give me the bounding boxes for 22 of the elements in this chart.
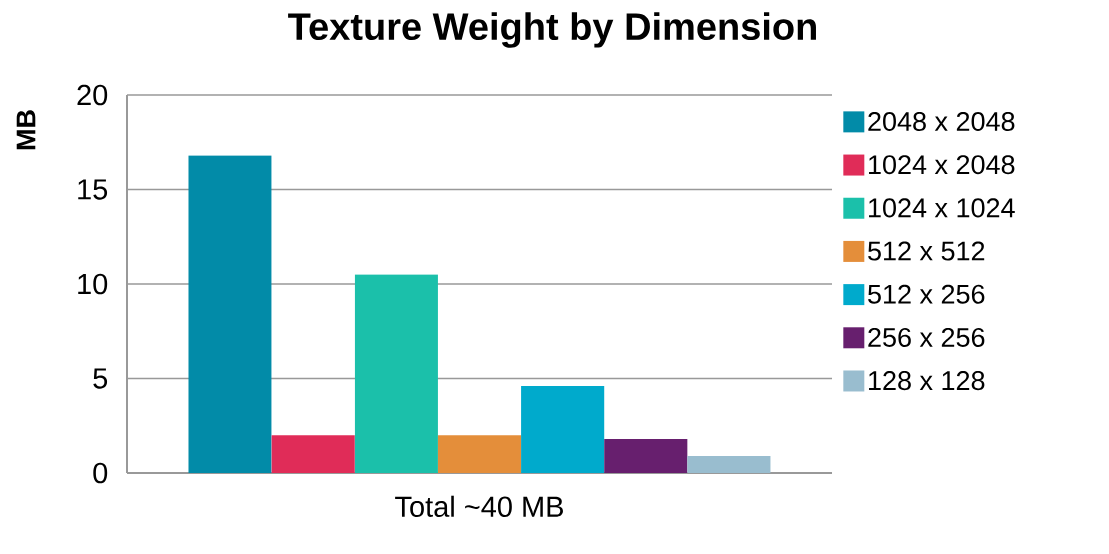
- legend-label: 256 x 256: [868, 327, 985, 347]
- bar: [354, 274, 438, 473]
- y-tick-label: 15: [78, 179, 108, 200]
- bar: [188, 155, 272, 473]
- chart-title: Texture Weight by Dimension: [288, 12, 816, 48]
- y-tick-label: 5: [93, 368, 108, 389]
- legend-label: 2048 x 2048: [868, 111, 1015, 132]
- legend-label: 512 x 256: [868, 284, 985, 304]
- legend-label: 128 x 128: [869, 371, 985, 391]
- legend-label: 1024 x 2048: [869, 155, 1015, 175]
- y-tick-label: 0: [93, 462, 108, 484]
- legend-label: 512 x 512: [868, 241, 985, 261]
- y-axis-title: MB: [16, 110, 36, 150]
- bar: [604, 438, 688, 473]
- y-tick-label: 10: [78, 273, 108, 295]
- y-tick-label: 20: [77, 84, 108, 106]
- bar: [271, 435, 355, 473]
- bar: [687, 455, 771, 473]
- bar: [437, 435, 522, 473]
- x-tick-label: Total ~40 MB: [395, 495, 563, 518]
- legend-label: 1024 x 1024: [869, 198, 1015, 218]
- bar: [521, 386, 605, 473]
